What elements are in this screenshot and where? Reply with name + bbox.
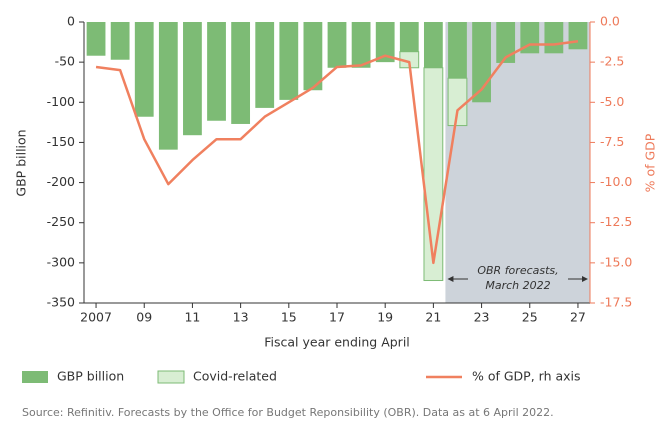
- forecast-shade: [445, 22, 590, 303]
- legend-label: GBP billion: [57, 369, 124, 384]
- y-tick-label: -50: [55, 54, 75, 69]
- bar: [399, 22, 419, 52]
- x-tick-label: 11: [184, 310, 200, 325]
- bar: [86, 22, 106, 56]
- bar: [327, 22, 347, 68]
- legend-swatch: [22, 371, 48, 383]
- x-tick-label: 2007: [80, 310, 112, 325]
- bar: [183, 22, 202, 136]
- bar: [375, 22, 395, 63]
- bar: [423, 22, 443, 68]
- bar: [158, 22, 178, 150]
- y2-tick-label: -12.5: [600, 214, 632, 229]
- y2-axis-title: % of GDP: [643, 133, 658, 192]
- y2-tick-label: -17.5: [600, 295, 632, 310]
- x-tick-label: 25: [522, 310, 538, 325]
- bar: [110, 22, 130, 60]
- y2-tick-label: -10.0: [600, 174, 632, 189]
- y2-tick-label: -15.0: [600, 254, 632, 269]
- bar: [447, 77, 468, 127]
- annotation-arrowhead: [582, 276, 588, 282]
- y2-tick-label: -5.0: [600, 94, 624, 109]
- annotation-line1: OBR forecasts,: [477, 264, 558, 277]
- bar: [496, 22, 516, 63]
- y-tick-label: -150: [47, 134, 75, 149]
- y2-tick-label: -2.5: [600, 54, 624, 69]
- y2-tick-label: 0.0: [600, 14, 620, 29]
- bar: [351, 22, 371, 68]
- y-tick-label: 0: [67, 14, 75, 29]
- bar: [255, 22, 275, 108]
- bar: [134, 22, 154, 117]
- line-series: [95, 40, 579, 265]
- x-tick-label: 15: [281, 310, 297, 325]
- y-axis-title: GBP billion: [14, 129, 29, 196]
- x-tick-label: 19: [377, 310, 393, 325]
- bar: [303, 22, 323, 91]
- y-tick-label: -350: [47, 295, 75, 310]
- x-axis-title: Fiscal year ending April: [264, 335, 410, 350]
- bar: [207, 22, 226, 121]
- y2-tick-label: -7.5: [600, 134, 624, 149]
- legend-label: % of GDP, rh axis: [472, 369, 581, 384]
- source-note: Source: Refinitiv. Forecasts by the Offi…: [22, 406, 554, 419]
- x-tick-label: 23: [474, 310, 490, 325]
- x-tick-label: 21: [425, 310, 441, 325]
- x-tick-label: 17: [329, 310, 345, 325]
- bar: [544, 22, 564, 54]
- x-tick-label: 27: [570, 310, 586, 325]
- legend-swatch: [157, 370, 185, 384]
- bar: [568, 22, 588, 50]
- annotation-line2: March 2022: [485, 279, 550, 292]
- legend-label: Covid-related: [193, 369, 277, 384]
- bar: [279, 22, 299, 100]
- bar: [448, 22, 467, 79]
- bar: [423, 67, 444, 282]
- x-tick-label: 13: [233, 310, 249, 325]
- y-tick-label: -200: [47, 174, 75, 189]
- y-tick-label: -300: [47, 254, 75, 269]
- x-tick-label: 09: [136, 310, 152, 325]
- y-tick-label: -100: [47, 94, 75, 109]
- annotation-arrowhead: [447, 276, 454, 282]
- bar: [231, 22, 251, 124]
- y-tick-label: -250: [47, 214, 75, 229]
